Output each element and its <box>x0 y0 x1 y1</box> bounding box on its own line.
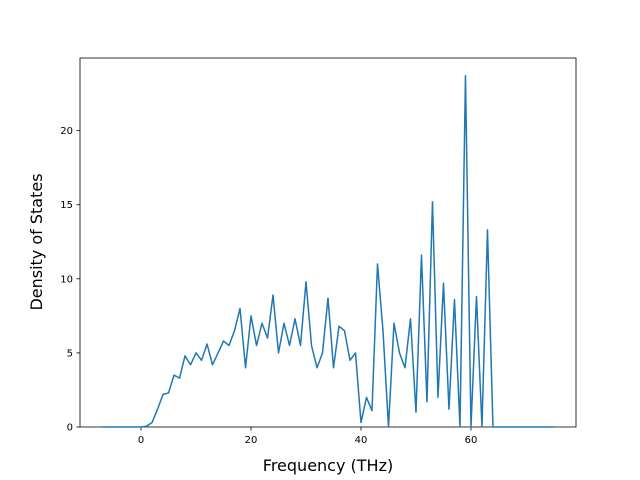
axes-frame <box>79 57 577 428</box>
x-tick-label: 0 <box>138 435 144 446</box>
y-tick-label: 0 <box>67 423 73 434</box>
x-tick-label: 40 <box>355 435 368 446</box>
data-line <box>102 75 554 428</box>
y-tick-label: 20 <box>60 126 73 137</box>
x-axis-label: Frequency (THz) <box>263 456 393 475</box>
x-tick-label: 20 <box>245 435 258 446</box>
y-tick-label: 15 <box>60 200 73 211</box>
y-tick-label: 5 <box>67 348 73 359</box>
y-axis-label: Density of States <box>27 173 46 310</box>
y-tick-label: 10 <box>60 274 73 285</box>
x-tick-label: 60 <box>465 435 478 446</box>
